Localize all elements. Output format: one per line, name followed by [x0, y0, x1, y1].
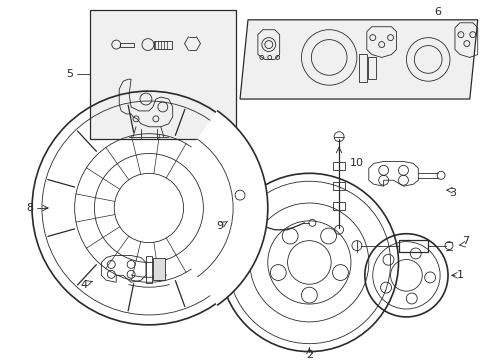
FancyBboxPatch shape [89, 10, 236, 139]
Text: 10: 10 [349, 158, 363, 168]
Bar [332, 202, 345, 210]
Bar [358, 54, 366, 82]
Text: 8: 8 [26, 203, 34, 213]
Text: 7: 7 [461, 236, 468, 246]
Polygon shape [240, 20, 477, 99]
Text: 5: 5 [66, 69, 73, 79]
Text: 2: 2 [305, 350, 312, 360]
Bar [332, 182, 345, 190]
Wedge shape [188, 111, 267, 305]
Bar [367, 58, 375, 79]
Text: 6: 6 [434, 7, 441, 17]
Bar [145, 256, 152, 283]
Bar [332, 162, 345, 170]
Text: 3: 3 [448, 188, 455, 198]
Bar [120, 42, 134, 47]
Bar [154, 41, 171, 49]
Bar [153, 258, 164, 280]
Text: 9: 9 [216, 221, 224, 231]
Text: 4: 4 [80, 280, 87, 290]
Text: 1: 1 [455, 270, 463, 280]
